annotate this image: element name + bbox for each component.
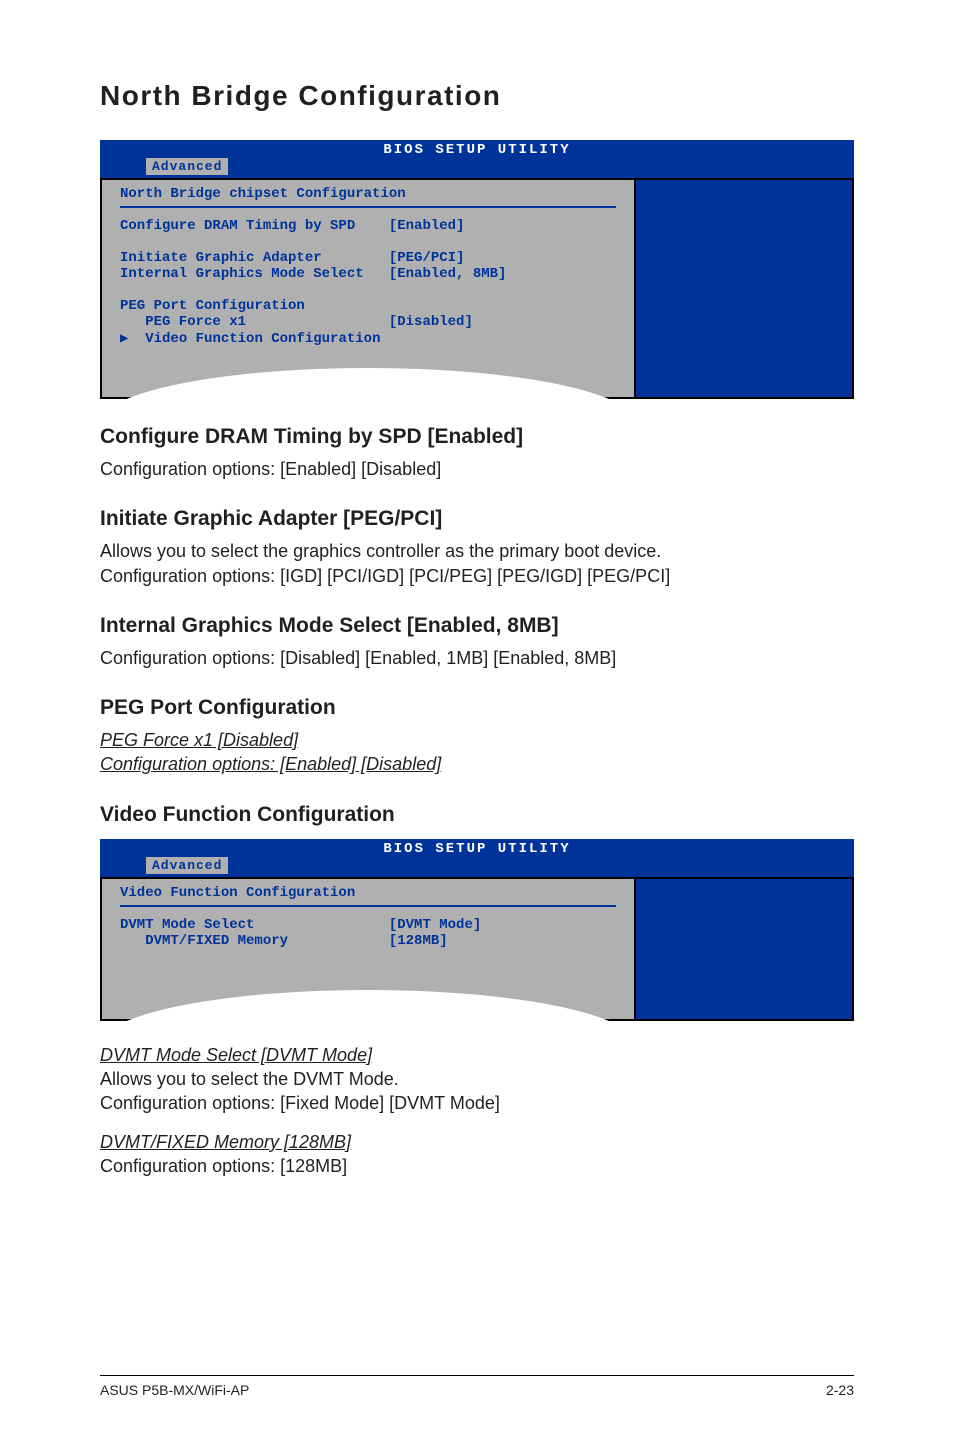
heading-internal-graphics: Internal Graphics Mode Select [Enabled, …	[100, 614, 854, 638]
text-initiate-graphic-options: Configuration options: [IGD] [PCI/IGD] […	[100, 564, 854, 588]
bios-section-title: North Bridge chipset Configuration	[120, 186, 406, 202]
bios-screenshot-video: BIOS SETUP UTILITY Advanced Video Functi…	[100, 839, 854, 1021]
heading-configure-dram: Configure DRAM Timing by SPD [Enabled]	[100, 425, 854, 449]
divider	[120, 206, 616, 208]
decorative-curve	[100, 368, 636, 423]
text-internal-graphics-options: Configuration options: [Disabled] [Enabl…	[100, 646, 854, 670]
tab-advanced: Advanced	[146, 158, 228, 175]
bios-panel-left: Video Function Configuration DVMT Mode S…	[101, 878, 635, 1020]
text-initiate-graphic-desc: Allows you to select the graphics contro…	[100, 539, 854, 563]
bios-settings-list: Configure DRAM Timing by SPD [Enabled] I…	[120, 218, 616, 347]
bios-panel-right	[635, 179, 853, 398]
divider	[120, 905, 616, 907]
heading-peg-port: PEG Port Configuration	[100, 696, 854, 720]
bios-header: BIOS SETUP UTILITY Advanced	[100, 839, 854, 877]
bios-panel-left: North Bridge chipset Configuration Confi…	[101, 179, 635, 398]
bios-screenshot-northbridge: BIOS SETUP UTILITY Advanced North Bridge…	[100, 140, 854, 399]
link-peg-force-options: Configuration options: [Enabled] [Disabl…	[100, 752, 854, 776]
link-peg-force: PEG Force x1 [Disabled]	[100, 728, 854, 752]
text-dvmt-fixed-options: Configuration options: [128MB]	[100, 1154, 854, 1178]
footer-right: 2-23	[826, 1382, 854, 1398]
link-dvmt-mode-select: DVMT Mode Select [DVMT Mode]	[100, 1043, 854, 1067]
heading-initiate-graphic: Initiate Graphic Adapter [PEG/PCI]	[100, 507, 854, 531]
link-dvmt-fixed-memory: DVMT/FIXED Memory [128MB]	[100, 1130, 854, 1154]
bios-setup-title: BIOS SETUP UTILITY	[100, 841, 854, 857]
bios-section-title: Video Function Configuration	[120, 885, 355, 901]
bios-setup-title: BIOS SETUP UTILITY	[100, 142, 854, 158]
tab-advanced: Advanced	[146, 857, 228, 874]
page-title: North Bridge Configuration	[100, 80, 854, 112]
decorative-curve	[100, 990, 636, 1045]
heading-video-function: Video Function Configuration	[100, 803, 854, 827]
page-footer: ASUS P5B-MX/WiFi-AP 2-23	[100, 1375, 854, 1398]
bios-panel-right	[635, 878, 853, 1020]
text-configure-dram-options: Configuration options: [Enabled] [Disabl…	[100, 457, 854, 481]
text-dvmt-options: Configuration options: [Fixed Mode] [DVM…	[100, 1091, 854, 1115]
text-dvmt-desc: Allows you to select the DVMT Mode.	[100, 1067, 854, 1091]
bios-settings-list: DVMT Mode Select [DVMT Mode] DVMT/FIXED …	[120, 917, 616, 949]
bios-header: BIOS SETUP UTILITY Advanced	[100, 140, 854, 178]
footer-left: ASUS P5B-MX/WiFi-AP	[100, 1382, 249, 1398]
